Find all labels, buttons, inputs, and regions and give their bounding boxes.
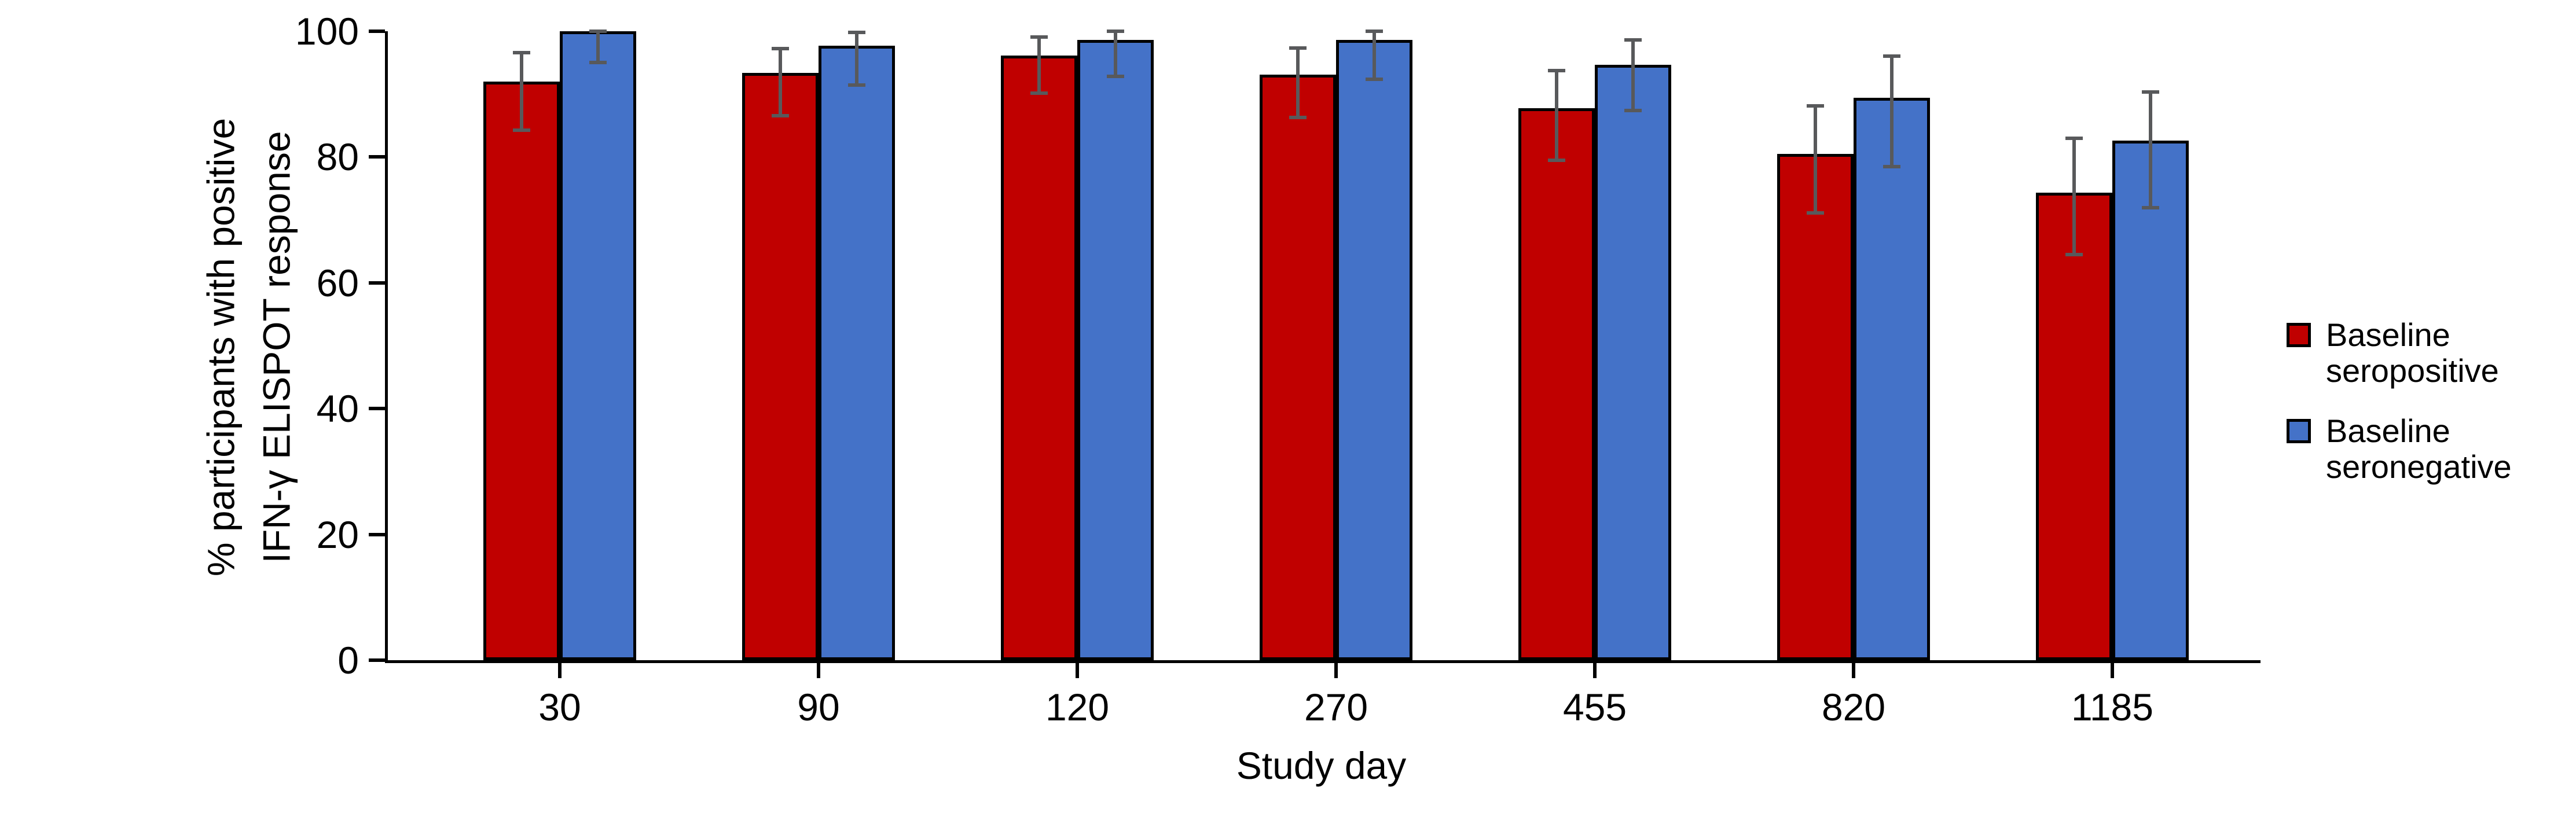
bar-seropositive-day-30 xyxy=(483,81,560,660)
error-bar-cap xyxy=(1107,75,1124,79)
x-tick-mark xyxy=(2111,663,2114,678)
bar-seronegative-day-820 xyxy=(1854,98,1930,660)
bar-seropositive-day-270 xyxy=(1260,75,1336,660)
bar-seropositive-day-90 xyxy=(742,72,819,660)
legend-label-line: seronegative xyxy=(2326,448,2512,485)
error-bar-cap xyxy=(1807,104,1824,108)
y-axis-title-line2: IFN-γ ELISPOT response xyxy=(255,131,298,564)
y-tick-mark xyxy=(369,407,385,411)
error-bar-cap xyxy=(589,30,607,33)
legend-text-seropositive: Baseline seropositive xyxy=(2326,317,2499,389)
error-bar-cap xyxy=(513,128,530,132)
x-tick-mark xyxy=(1593,663,1597,678)
bar-seropositive-day-455 xyxy=(1518,108,1595,660)
plot-area: 0 20 40 60 80 100 30 90 120 270 455 820 1185 xyxy=(295,12,2261,726)
error-bar-cap xyxy=(1107,30,1124,33)
error-bar-seronegative-day-820 xyxy=(1890,56,1894,167)
x-tick-label: 455 xyxy=(1562,686,1627,728)
error-bar-cap xyxy=(1366,30,1383,33)
x-tick-label: 90 xyxy=(797,686,840,728)
legend-swatch-seropositive xyxy=(2287,323,2311,347)
error-bar-cap xyxy=(1030,91,1048,95)
error-bar-cap xyxy=(1548,69,1565,73)
error-bar-cap xyxy=(1548,158,1565,162)
legend-item-seronegative: Baseline seronegative xyxy=(2287,413,2512,485)
y-axis-title-line1: % participants with positive xyxy=(199,117,243,577)
bar-seronegative-day-90 xyxy=(819,46,895,660)
y-axis-title: % participants with positive IFN-γ ELISP… xyxy=(193,118,304,576)
y-tick-label: 0 xyxy=(337,639,359,682)
y-tick-label: 80 xyxy=(316,135,359,179)
error-bar-seronegative-day-1185 xyxy=(2149,92,2152,208)
x-axis-title: Study day xyxy=(1236,744,1407,787)
y-tick-mark xyxy=(369,532,385,536)
error-bar-cap xyxy=(772,47,789,51)
y-tick-label: 20 xyxy=(316,513,359,556)
y-tick-label: 100 xyxy=(295,10,359,53)
y-tick-mark xyxy=(369,658,385,662)
error-bar-seropositive-day-1185 xyxy=(2072,138,2076,255)
error-bar-seropositive-day-90 xyxy=(779,49,782,116)
error-bar-cap xyxy=(1624,108,1642,112)
x-tick-label: 1185 xyxy=(2071,686,2153,728)
x-tick-label: 120 xyxy=(1045,686,1110,728)
y-tick-label: 60 xyxy=(316,261,359,304)
error-bar-cap xyxy=(848,31,865,35)
x-tick-mark xyxy=(1334,663,1338,678)
legend: Baseline seropositive Baseline seronegat… xyxy=(2287,317,2512,509)
legend-label-line: Baseline xyxy=(2326,317,2450,353)
legend-item-seropositive: Baseline seropositive xyxy=(2287,317,2512,389)
y-tick-mark xyxy=(369,30,385,33)
error-bar-cap xyxy=(1366,77,1383,81)
bar-seronegative-day-30 xyxy=(560,31,636,660)
x-tick-mark xyxy=(1852,663,1855,678)
error-bar-cap xyxy=(1289,115,1307,119)
legend-label-line: seropositive xyxy=(2326,352,2499,389)
error-bar-seropositive-day-120 xyxy=(1037,36,1041,93)
bar-seropositive-day-820 xyxy=(1777,153,1854,660)
error-bar-cap xyxy=(2065,136,2083,140)
error-bar-seropositive-day-455 xyxy=(1555,71,1558,160)
error-bar-cap xyxy=(1030,35,1048,39)
legend-label-line: Baseline xyxy=(2326,413,2450,449)
error-bar-seronegative-day-455 xyxy=(1631,40,1635,111)
error-bar-cap xyxy=(1624,38,1642,42)
error-bar-cap xyxy=(772,113,789,117)
error-bar-cap xyxy=(1883,54,1900,58)
error-bar-cap xyxy=(1289,46,1307,50)
bar-seropositive-day-120 xyxy=(1001,56,1077,660)
x-tick-mark xyxy=(1076,663,1079,678)
x-tick-mark xyxy=(558,663,562,678)
bar-seropositive-day-1185 xyxy=(2036,193,2112,660)
x-tick-label: 270 xyxy=(1304,686,1368,728)
error-bar-cap xyxy=(1807,211,1824,215)
error-bar-cap xyxy=(2065,252,2083,256)
error-bar-seropositive-day-30 xyxy=(520,52,523,130)
y-tick-label: 40 xyxy=(316,387,359,430)
error-bar-seropositive-day-820 xyxy=(1814,106,1817,214)
legend-text-seronegative: Baseline seronegative xyxy=(2326,413,2512,485)
error-bar-cap xyxy=(513,50,530,54)
error-bar-seropositive-day-270 xyxy=(1296,48,1300,117)
error-bar-seronegative-day-90 xyxy=(855,32,858,86)
y-tick-mark xyxy=(369,281,385,285)
error-bar-seronegative-day-30 xyxy=(596,31,600,63)
error-bar-cap xyxy=(2142,206,2159,210)
error-bar-seronegative-day-120 xyxy=(1114,31,1117,77)
legend-swatch-seronegative xyxy=(2287,419,2311,443)
bar-seronegative-day-270 xyxy=(1336,40,1412,660)
error-bar-seronegative-day-270 xyxy=(1373,31,1376,79)
x-tick-label: 820 xyxy=(1821,686,1886,728)
error-bar-cap xyxy=(2142,90,2159,94)
error-bar-cap xyxy=(589,61,607,65)
bar-seronegative-day-455 xyxy=(1595,64,1671,660)
x-tick-mark xyxy=(817,663,820,678)
error-bar-cap xyxy=(1883,164,1900,168)
bar-seronegative-day-1185 xyxy=(2112,141,2189,660)
error-bar-cap xyxy=(848,83,865,87)
x-tick-label: 30 xyxy=(538,686,581,728)
bar-seronegative-day-120 xyxy=(1077,40,1154,660)
y-tick-mark xyxy=(369,155,385,159)
